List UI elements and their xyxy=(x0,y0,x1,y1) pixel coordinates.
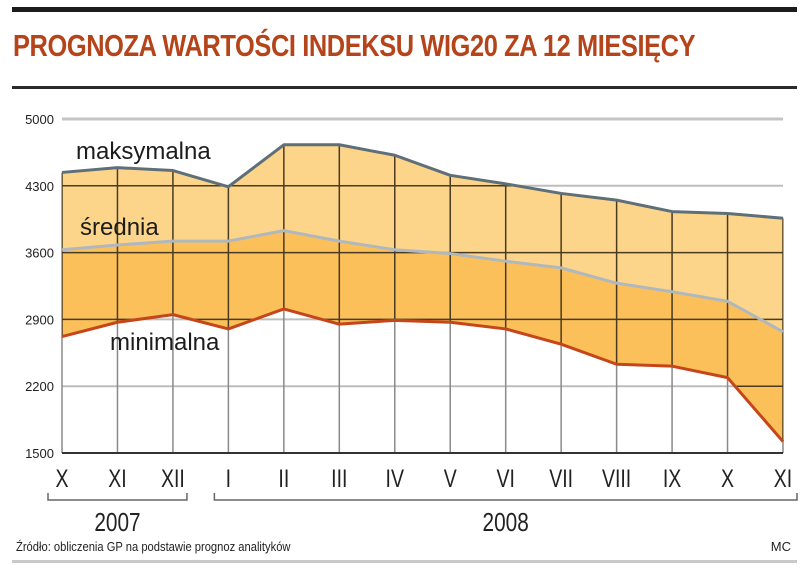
chart-title: PROGNOZA WARTOŚCI INDEKSU WIG20 ZA 12 MI… xyxy=(13,28,696,63)
x-axis-ticks: X XI XII I II III IV V VI VII VIII IX X XI xyxy=(55,465,792,493)
label-maksymalna: maksymalna xyxy=(76,138,211,165)
x-tick-label: I xyxy=(226,465,231,493)
title-rule xyxy=(12,86,797,89)
y-tick-label: 2200 xyxy=(25,379,54,394)
year-groups: 2007 2008 xyxy=(47,493,798,537)
line-srednia xyxy=(61,229,784,334)
y-tick-label: 4300 xyxy=(25,179,54,194)
x-tick-label: V xyxy=(444,465,457,493)
x-tick-label: XI xyxy=(774,465,792,493)
area-upper-band xyxy=(62,144,783,332)
band-areas xyxy=(62,144,783,442)
x-tick-label: VIII xyxy=(602,465,631,493)
bottom-rule xyxy=(12,560,797,563)
y-tick-label: 3600 xyxy=(25,246,54,261)
x-tick-label: IX xyxy=(663,465,681,493)
x-tick-label: VI xyxy=(496,465,514,493)
series-lines xyxy=(61,143,785,443)
year-label: 2008 xyxy=(483,508,529,537)
year-bracket xyxy=(47,493,188,501)
y-tick-label: 2900 xyxy=(25,312,54,327)
top-rule xyxy=(12,7,797,12)
x-tick-label: II xyxy=(278,465,289,493)
author-initials: MC xyxy=(770,539,791,554)
label-minimalna: minimalna xyxy=(110,329,220,356)
line-minimalna xyxy=(61,307,785,443)
x-tick-label: X xyxy=(721,465,734,493)
year-bracket xyxy=(213,493,798,501)
x-tick-label: XI xyxy=(108,465,126,493)
y-tick-label: 5000 xyxy=(25,112,54,127)
x-tick-label: VII xyxy=(549,465,573,493)
source-note: Źródło: obliczenia GP na podstawie progn… xyxy=(16,539,291,554)
x-tick-label: XII xyxy=(161,465,185,493)
y-tick-label: 1500 xyxy=(25,446,54,461)
label-srednia: średnia xyxy=(80,214,159,241)
x-tick-label: IV xyxy=(386,465,404,493)
x-tick-label: X xyxy=(55,465,68,493)
year-label: 2007 xyxy=(94,508,140,537)
x-tick-label: III xyxy=(331,465,347,493)
line-maksymalna xyxy=(61,143,784,220)
y-axis-ticks: 5000 4300 3600 2900 2200 1500 xyxy=(25,112,54,461)
area-lower-band xyxy=(62,230,783,442)
